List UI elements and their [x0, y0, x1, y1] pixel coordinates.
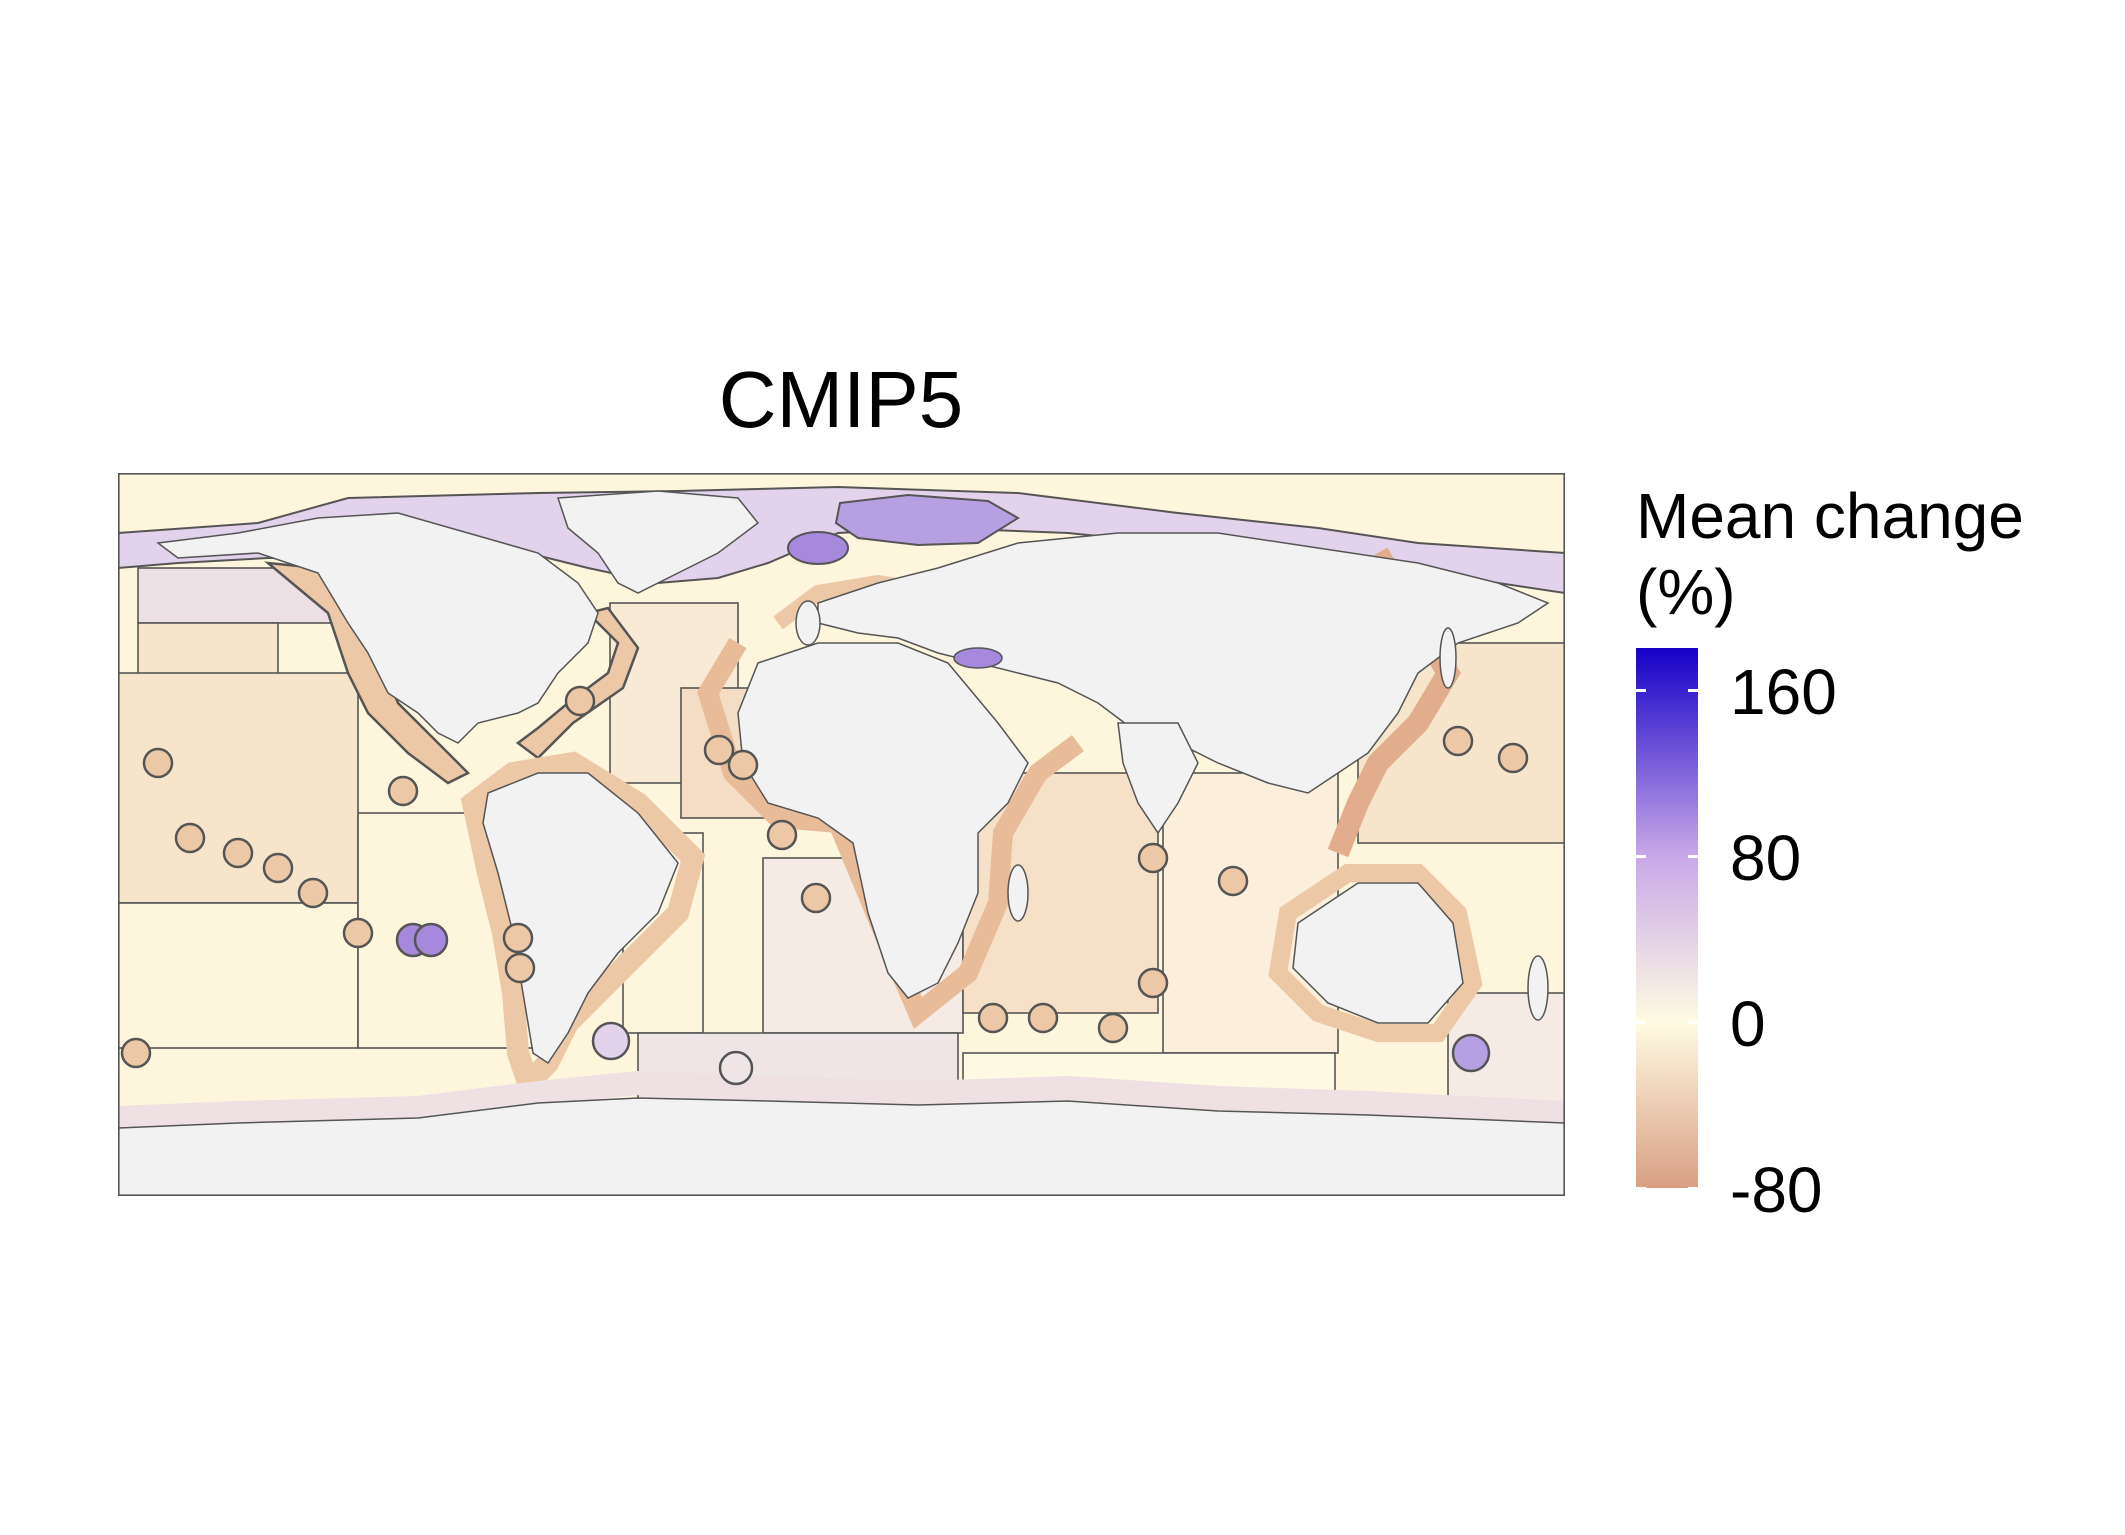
south-georgia-zone [718, 1050, 754, 1086]
color-legend: Mean change (%) 160 80 0 -80 [1636, 478, 2106, 1238]
legend-title-line2: (%) [1636, 556, 1736, 628]
falklands-zone [591, 1021, 631, 1061]
map-title: CMIP5 [718, 355, 964, 444]
north-america-land [156, 512, 599, 744]
island-zone [1027, 1002, 1059, 1034]
island-zone [297, 877, 329, 909]
new-zealand-land [1527, 955, 1549, 1021]
island-zone [120, 1037, 152, 1069]
legend-tick-label: 0 [1730, 987, 1766, 1060]
island-zone [174, 822, 206, 854]
madagascar-land [1007, 864, 1029, 922]
legend-tick-mark [1688, 1020, 1698, 1024]
world-map-svg [118, 473, 1565, 1196]
legend-title: Mean change (%) [1636, 478, 2024, 630]
legend-tick-mark [1636, 1020, 1646, 1024]
black-sea-purple [953, 647, 1003, 669]
island-zone [387, 775, 419, 807]
legend-color-bar [1636, 648, 1698, 1188]
central-pacific-region [118, 672, 359, 904]
island-zone [262, 852, 294, 884]
island-zones [120, 685, 1529, 1086]
legend-tick-mark [1688, 1187, 1698, 1190]
pitcairn-zone-2 [413, 922, 449, 958]
island-zone [1217, 865, 1249, 897]
japan-land [1439, 627, 1457, 689]
legend-tick-mark [1688, 688, 1698, 692]
island-zone [502, 922, 534, 954]
island-zone [1442, 725, 1474, 757]
legend-title-line1: Mean change [1636, 480, 2024, 552]
island-zone [142, 747, 174, 779]
barents-sea-purple [834, 493, 1020, 547]
island-zone [800, 882, 832, 914]
antarctica-land [118, 1097, 1565, 1196]
island-zone [977, 1002, 1009, 1034]
south-pacific-region [118, 902, 359, 1049]
legend-tick-mark [1636, 1187, 1646, 1190]
island-zone [1137, 842, 1169, 874]
island-zone [1097, 1012, 1129, 1044]
map-frame [118, 473, 1565, 1196]
australia-land [1292, 882, 1464, 1024]
south-america-land [482, 772, 679, 1065]
legend-tick-label: 80 [1730, 821, 1802, 894]
legend-tick-mark [1636, 854, 1646, 858]
arctic-belt [118, 485, 1565, 595]
macquarie-zone [1451, 1033, 1491, 1073]
island-zone [1497, 742, 1529, 774]
island-zone [766, 819, 798, 851]
greenland-land [556, 490, 760, 594]
british-isles-land [795, 600, 821, 646]
island-zone [342, 917, 374, 949]
island-zone [504, 952, 536, 984]
india-land [1117, 722, 1199, 835]
island-zone [222, 837, 254, 869]
island-zone [727, 749, 759, 781]
legend-tick-label: 160 [1730, 655, 1837, 728]
legend-tick-label: -80 [1730, 1154, 1823, 1226]
antarctica-coast-zone [118, 1070, 1565, 1130]
australia-coast-zone [1268, 864, 1483, 1042]
africa-land [737, 642, 1029, 999]
land-masses [118, 490, 1565, 1196]
island-zone [564, 685, 596, 717]
legend-tick-mark [1636, 688, 1646, 692]
world-map [118, 473, 1565, 1196]
island-zone [1137, 967, 1169, 999]
norwegian-sea-purple [787, 531, 849, 565]
legend-tick-mark [1688, 854, 1698, 858]
north-america-east-coast-zone [515, 606, 640, 760]
island-zone [703, 734, 735, 766]
